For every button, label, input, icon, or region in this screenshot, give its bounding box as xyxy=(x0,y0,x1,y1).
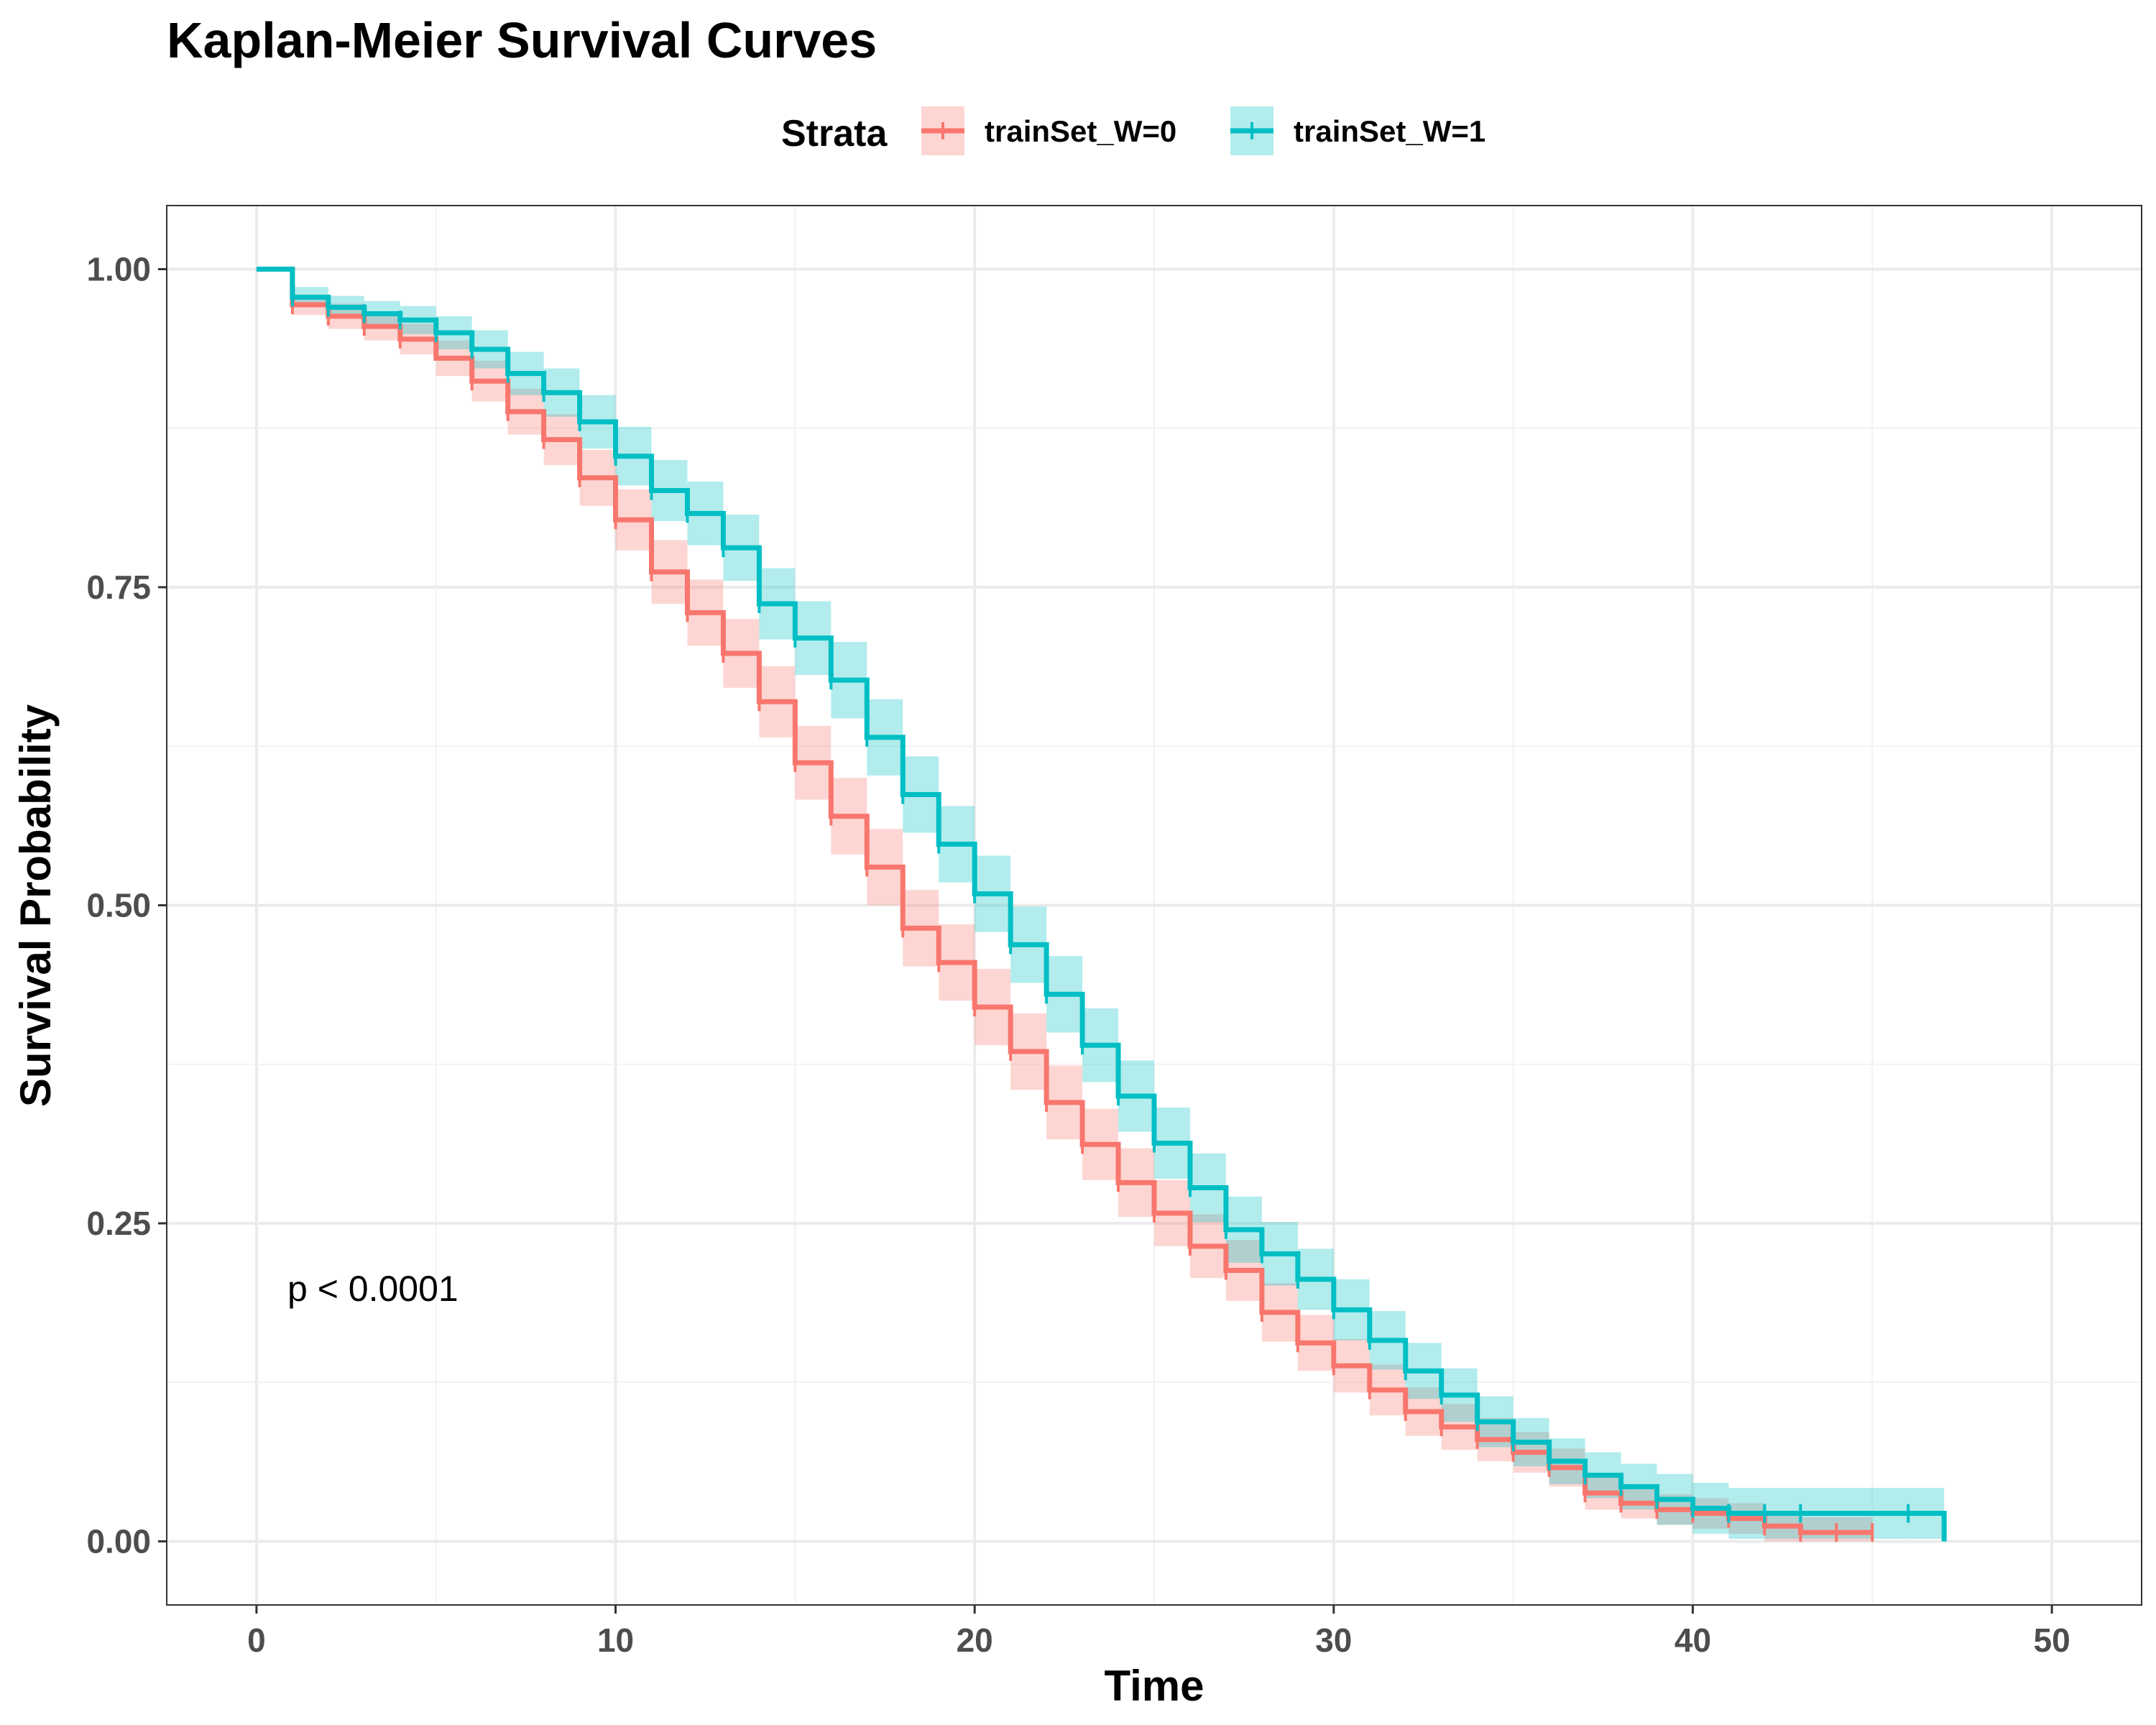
legend: Strata trainSet_W=0 trainSet_W=1 xyxy=(781,106,1485,155)
confidence-band-segment xyxy=(1800,1517,1837,1542)
x-tick-label: 40 xyxy=(1674,1622,1711,1659)
censor-marks xyxy=(290,288,1910,1542)
y-axis-title: Survival Probability xyxy=(11,704,60,1107)
chart-title: Kaplan-Meier Survival Curves xyxy=(167,12,877,68)
legend-label: trainSet_W=1 xyxy=(1294,114,1485,148)
x-axis: 0 10 20 30 40 50 xyxy=(247,1605,2070,1659)
y-tick-label: 0.75 xyxy=(86,569,151,606)
x-tick-label: 10 xyxy=(597,1622,634,1659)
y-axis: 0.00 0.25 0.50 0.75 1.00 xyxy=(86,251,167,1560)
x-axis-title: Time xyxy=(1105,1662,1204,1710)
survival-curve xyxy=(256,267,1947,1542)
confidence-band-segment xyxy=(1836,1517,1873,1542)
y-tick-label: 0.00 xyxy=(86,1523,151,1560)
x-tick-label: 50 xyxy=(2034,1622,2070,1659)
p-value-annotation: p < 0.0001 xyxy=(287,1269,459,1309)
x-tick-label: 0 xyxy=(247,1622,266,1659)
x-tick-label: 30 xyxy=(1315,1622,1352,1659)
y-tick-label: 0.25 xyxy=(86,1205,151,1242)
y-tick-label: 1.00 xyxy=(86,251,151,288)
x-tick-label: 20 xyxy=(957,1622,993,1659)
legend-label: trainSet_W=0 xyxy=(985,114,1176,148)
legend-title: Strata xyxy=(781,113,888,155)
y-tick-label: 0.50 xyxy=(86,887,151,924)
